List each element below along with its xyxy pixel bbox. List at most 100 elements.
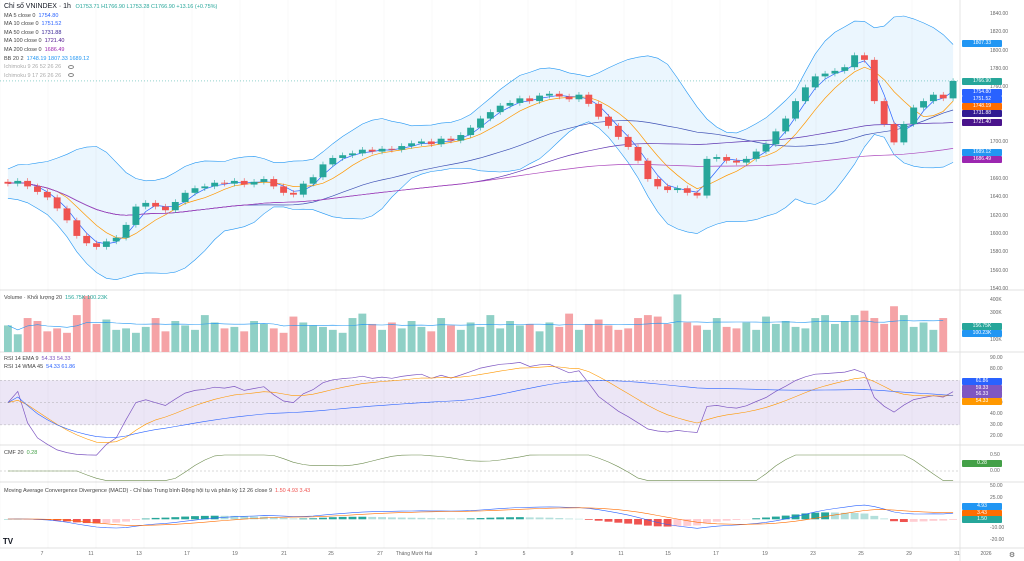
hidden-eye-icon[interactable] (68, 73, 75, 78)
rsi1-values: 54.33 54.33 (41, 356, 71, 362)
volume-bar (673, 294, 682, 352)
volume-bar (712, 318, 721, 352)
candle-body (280, 186, 288, 193)
indicator-legend-row[interactable]: MA 5 close 0 1754.80 (4, 12, 217, 21)
indicator-label: BB 20 2 (4, 55, 24, 62)
price-tick: 1840.00 (990, 11, 1009, 17)
price-badge: 1751.52 (962, 95, 1002, 103)
macd-histogram-bar (181, 516, 190, 520)
volume-bar (240, 331, 249, 352)
macd-histogram-bar (555, 518, 564, 520)
macd-histogram-bar (378, 517, 386, 520)
ma200-line (7, 148, 954, 216)
indicator-legend-row[interactable]: MA 200 close 0 1686.49 (4, 46, 217, 55)
candle-body (14, 180, 22, 184)
time-tick: 27 (377, 551, 383, 557)
volume-bar (762, 316, 770, 352)
volume-bar (909, 326, 918, 352)
indicator-legend-row[interactable]: MA 100 close 0 1721.40 (4, 37, 217, 46)
price-tick: 1600.00 (990, 231, 1009, 238)
macd-histogram-bar (634, 519, 642, 525)
candle-body (398, 146, 406, 150)
macd-histogram-bar (289, 518, 298, 520)
price-badge: 1807.33 (962, 40, 1002, 48)
macd-histogram-bar (279, 517, 288, 520)
price-badge: 1766.90 (962, 77, 1002, 85)
volume-bar (890, 306, 898, 352)
volume-bar (801, 328, 810, 352)
indicator-label: MA 200 close 0 (4, 46, 42, 53)
volume-bar (387, 322, 396, 352)
settings-gear-icon[interactable]: ⚙ (1008, 552, 1016, 559)
time-tick: 17 (713, 551, 719, 557)
macd-histogram-bar (939, 519, 948, 521)
cmf-tick: 0.50 (990, 452, 1000, 458)
macd-histogram-bar (319, 517, 327, 520)
rsi-badge: 56.33 (962, 391, 1002, 398)
candle-body (417, 141, 425, 144)
candle-body (122, 224, 130, 238)
volume-bar (299, 322, 308, 352)
macd-histogram-bar (141, 518, 150, 520)
volume-bar (722, 326, 731, 352)
macd-histogram-bar (456, 518, 465, 520)
volume-bar (456, 329, 465, 352)
volume-bar (53, 328, 62, 352)
rsi-line (7, 362, 954, 456)
volume-bar (899, 315, 908, 352)
volume-bar (703, 329, 711, 352)
time-tick: 31 (954, 551, 960, 557)
volume-bar (870, 318, 879, 352)
candle-body (388, 148, 396, 150)
macd-histogram-bar (476, 518, 485, 520)
rsi1-label: RSI 14 EMA 9 (4, 356, 39, 362)
volume-bar (781, 321, 790, 352)
volume-bar (614, 329, 623, 352)
time-tick: 17 (184, 551, 190, 557)
volume-bar (33, 321, 42, 352)
volume-bar (771, 323, 780, 352)
volume-tick: 300K (990, 310, 1002, 316)
price-tick: 1560.00 (990, 267, 1009, 274)
indicator-legend-row[interactable]: MA 50 close 0 1731.88 (4, 29, 217, 38)
indicator-legend-row[interactable]: BB 20 2 1748.19 1807.33 1689.12 (4, 55, 217, 64)
volume-bar (791, 326, 800, 352)
volume-bar (43, 331, 52, 352)
macd-histogram-bar (535, 517, 544, 520)
macd-histogram-bar (565, 518, 574, 520)
candle-body (644, 160, 652, 180)
macd-histogram-bar (328, 517, 337, 520)
volume-bar (13, 334, 22, 352)
volume-bar (72, 315, 81, 352)
macd-values: 1.50 4.93 3.43 (275, 488, 311, 494)
indicator-legend-row[interactable]: Ichimoku 9 17 26 26 26 (4, 72, 217, 81)
macd-histogram-bar (161, 517, 170, 520)
volume-bar (437, 318, 446, 352)
hidden-eye-icon[interactable] (68, 64, 75, 69)
candle-body (171, 201, 179, 211)
volume-bar (663, 323, 672, 352)
price-badge: 1689.12 (962, 148, 1002, 156)
macd-histogram-bar (762, 517, 770, 520)
indicator-legend-row[interactable]: Ichimoku 9 26 52 26 26 (4, 63, 217, 72)
candle-body (939, 94, 947, 99)
volume-bar (683, 322, 692, 352)
main-legend: Chỉ số VNINDEX · 1h O1753.71 H1766.90 L1… (4, 3, 217, 80)
macd-histogram-bar (860, 513, 869, 520)
price-badge: 1754.80 (962, 88, 1002, 96)
macd-histogram-bar (821, 512, 830, 520)
macd-histogram-bar (200, 515, 209, 520)
candle-body (43, 191, 51, 198)
time-tick: 7 (40, 551, 44, 557)
volume-bar (565, 313, 574, 352)
symbol-title[interactable]: Chỉ số VNINDEX · 1h (4, 3, 71, 10)
cmf-tick: 0.00 (990, 468, 1000, 474)
candle-body (349, 153, 356, 156)
macd-histogram-bar (506, 517, 514, 520)
volume-bar (496, 328, 505, 352)
indicator-legend-row[interactable]: MA 10 close 0 1751.52 (4, 20, 217, 29)
candle-body (309, 177, 317, 184)
volume-legend: Volume · Khối lượng 20 156.75K 100.23K (4, 294, 108, 303)
macd-histogram-bar (358, 516, 367, 520)
